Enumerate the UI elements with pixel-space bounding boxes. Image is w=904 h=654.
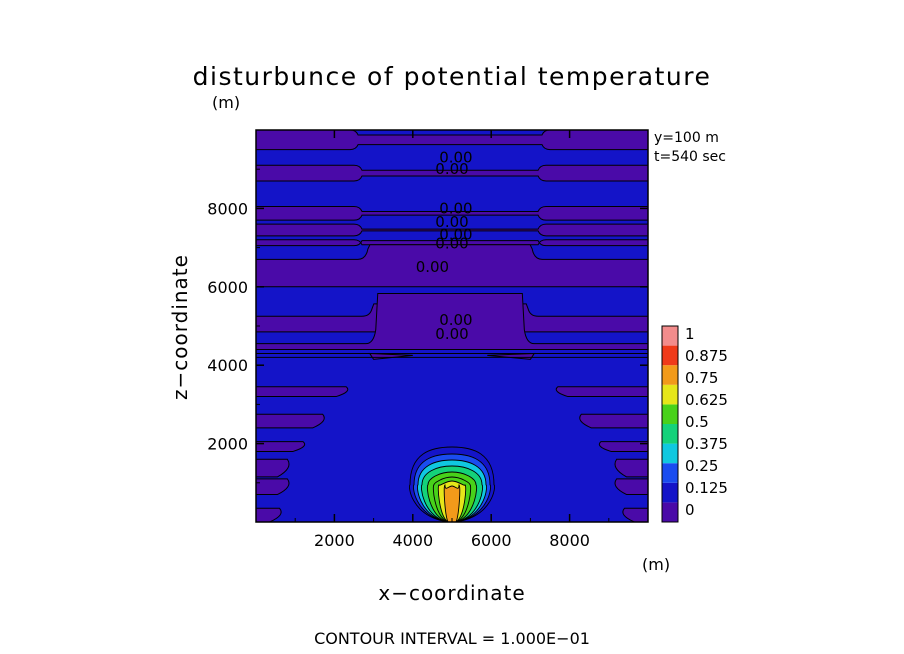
x-axis-label: x−coordinate — [378, 581, 525, 605]
right-lobe-0 — [555, 386, 648, 398]
y-unit-label: (m) — [212, 93, 240, 112]
colorbar-segment-9 — [662, 326, 678, 346]
contour-labels: 0.000.000.000.000.000.000.000.000.00 — [416, 148, 473, 342]
colorbar-label-5: 0.625 — [685, 391, 728, 409]
colorbar-segment-5 — [662, 404, 678, 424]
colorbar-label-4: 0.5 — [685, 413, 709, 431]
x-tick-label-0: 2000 — [314, 531, 355, 550]
upper-band-5 — [256, 244, 648, 288]
left-lobe-3 — [256, 458, 290, 478]
colorbar-segment-0 — [662, 502, 678, 522]
y-tick-label-0: 2000 — [207, 435, 248, 454]
colorbar-label-3: 0.375 — [685, 435, 728, 453]
left-lobe-4 — [256, 478, 290, 496]
y-axis-label: z−coordinate — [168, 254, 192, 400]
contour-interval-footer: CONTOUR INTERVAL = 1.000E−01 — [314, 629, 590, 648]
x-tick-label-3: 8000 — [549, 531, 590, 550]
colorbar-label-0: 0 — [685, 501, 695, 519]
colorbar-segment-3 — [662, 443, 678, 464]
colorbar-label-8: 1 — [685, 325, 695, 343]
upper-band-4 — [256, 239, 648, 247]
x-tick-label-2: 6000 — [471, 531, 512, 550]
chart-title: disturbunce of potential temperature — [193, 62, 712, 91]
colorbar-segment-6 — [662, 384, 678, 405]
colorbar-frame — [661, 325, 679, 523]
contour-label-3: 0.00 — [435, 213, 468, 231]
right-lobe-2 — [598, 441, 648, 452]
contour-label-4: 0.00 — [439, 226, 472, 244]
colorbar-segment-7 — [662, 365, 678, 385]
left-lobe-1 — [256, 413, 325, 429]
contour-label-1: 0.00 — [435, 160, 468, 178]
colorbar-segment-8 — [662, 345, 678, 366]
contour-label-6: 0.00 — [416, 258, 449, 276]
colorbar-label-6: 0.75 — [685, 369, 718, 387]
colorbar-segment-2 — [662, 463, 678, 483]
left-lobe-0 — [256, 386, 349, 398]
contour-label-2: 0.00 — [439, 199, 472, 217]
colorbar-label-2: 0.25 — [685, 457, 718, 475]
upper-band-7 — [256, 293, 648, 351]
contour-label-0: 0.00 — [439, 148, 472, 166]
colorbar-segment-4 — [662, 424, 678, 444]
info-line-position: y=100 m — [654, 130, 719, 146]
colorbar-label-7: 0.875 — [685, 347, 728, 365]
colorbar: 0 0.125 0.25 0.375 0.5 0.625 0.75 0.875 1 — [661, 325, 728, 523]
contour-plot-area — [256, 130, 648, 522]
y-tick-label-3: 8000 — [207, 199, 248, 218]
contour-lines — [256, 352, 648, 358]
left-lobe-2 — [256, 441, 306, 452]
upper-band-1 — [256, 164, 648, 182]
right-lobe-3 — [614, 458, 648, 478]
bubble-contour-7 — [443, 484, 461, 522]
colorbar-segment-1 — [662, 482, 678, 503]
info-line-time: t=540 sec — [654, 149, 726, 165]
upper-band-3 — [256, 223, 648, 237]
contour-label-7: 0.00 — [439, 311, 472, 329]
y-tick-label-2: 6000 — [207, 278, 248, 297]
right-lobe-4 — [614, 478, 648, 496]
contour-label-5: 0.00 — [435, 235, 468, 253]
y-tick-label-1: 4000 — [207, 356, 248, 375]
y-axis-ticks: 2000 4000 6000 8000 — [207, 168, 648, 484]
upper-band-2 — [256, 205, 648, 221]
colorbar-label-1: 0.125 — [685, 479, 728, 497]
contour-label-8: 0.00 — [435, 325, 468, 343]
upper-band-0 — [256, 130, 648, 151]
right-lobe-1 — [579, 413, 648, 429]
x-tick-label-1: 4000 — [392, 531, 433, 550]
x-axis-ticks: 2000 4000 6000 8000 — [294, 130, 610, 550]
x-unit-label: (m) — [642, 555, 670, 574]
